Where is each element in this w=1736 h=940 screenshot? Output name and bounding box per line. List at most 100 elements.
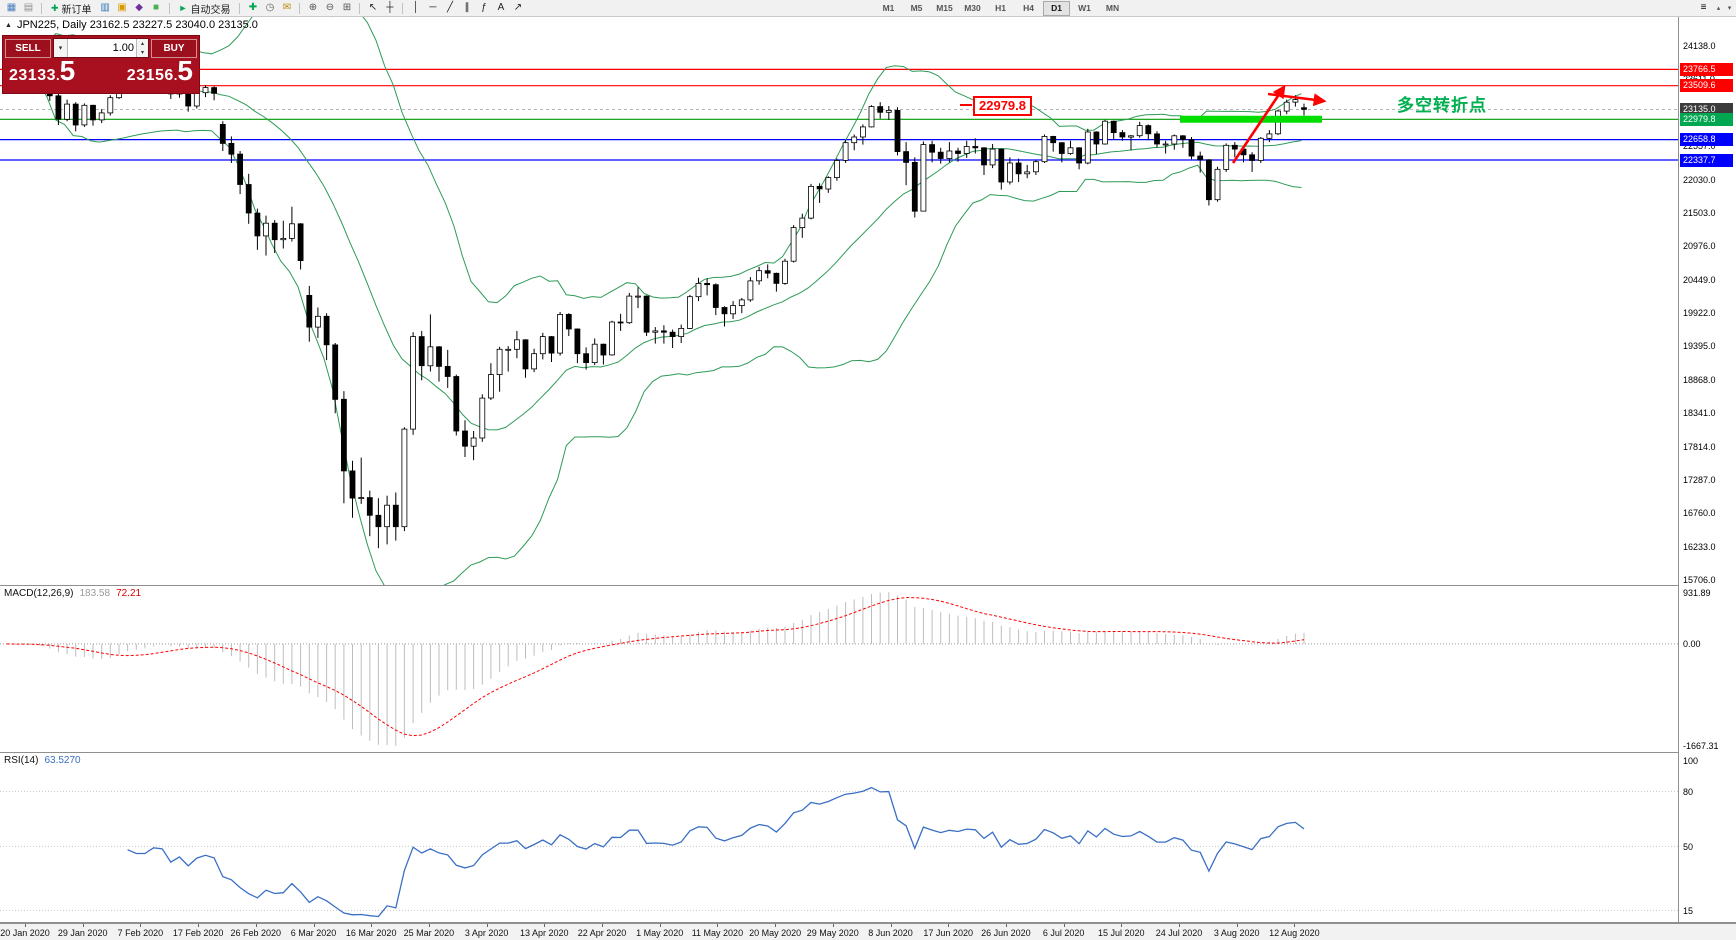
- main-price-chart[interactable]: [0, 16, 1678, 585]
- panel-separator[interactable]: [0, 585, 1736, 586]
- vertical-line-icon[interactable]: │: [412, 2, 420, 13]
- horizontal-line-icon[interactable]: ─: [429, 2, 437, 13]
- toolbar-separator: [359, 2, 361, 14]
- price-level-badge: 22658.8: [1680, 133, 1733, 147]
- volume-stepper[interactable]: ▴ ▾: [136, 39, 148, 57]
- time-axis-label: 17 Jun 2020: [923, 928, 973, 938]
- rsi-panel[interactable]: [0, 753, 1678, 922]
- timeframe-d1-button[interactable]: D1: [1043, 0, 1070, 16]
- annotation-note[interactable]: 多空转折点: [1397, 96, 1487, 115]
- time-tick: [1063, 924, 1065, 927]
- time-axis-label: 6 Mar 2020: [290, 928, 337, 938]
- toolbar-separator: [402, 2, 404, 14]
- stepper-up-icon[interactable]: ▴: [140, 40, 144, 47]
- price-level-badge: 22979.8: [1680, 112, 1733, 126]
- macd-panel[interactable]: [0, 586, 1678, 752]
- stepper-down-icon[interactable]: ▾: [140, 49, 144, 56]
- toolbar-scroll-down-icon[interactable]: ▾: [1727, 5, 1732, 12]
- time-tick: [659, 924, 661, 927]
- timeframe-h1-button[interactable]: H1: [995, 3, 1006, 13]
- periods-icon[interactable]: ◷: [265, 2, 275, 13]
- buy-button[interactable]: BUY: [151, 38, 197, 58]
- time-tick: [775, 924, 777, 927]
- timeframe-m15-button[interactable]: M15: [936, 3, 953, 13]
- market-watch-icon[interactable]: ▥: [100, 2, 110, 13]
- price-tick-label: 16760.0: [1683, 508, 1716, 519]
- zoom-out-icon[interactable]: ⊖: [325, 2, 335, 13]
- rsi-line: [127, 786, 1305, 918]
- volume-input[interactable]: [68, 39, 136, 57]
- price-tick-label: 19395.0: [1683, 341, 1716, 352]
- panel-separator[interactable]: [0, 922, 1736, 923]
- rsi-value: 63.5270: [44, 755, 81, 766]
- data-window-icon[interactable]: ▣: [117, 2, 127, 13]
- toolbar-separator: [168, 2, 170, 14]
- zoom-in-icon[interactable]: ⊕: [308, 2, 318, 13]
- new-order-button[interactable]: ✚ 新订单: [46, 1, 97, 16]
- trendline-icon[interactable]: ╱: [446, 2, 453, 13]
- indicators-icon[interactable]: ✚: [248, 2, 258, 13]
- timeframe-w1-button[interactable]: W1: [1078, 3, 1091, 13]
- time-axis-label: 20 May 2020: [749, 928, 802, 938]
- new-chart-icon[interactable]: ▦: [6, 2, 17, 13]
- horizontal-level-lines[interactable]: [0, 68, 1678, 161]
- time-tick: [371, 924, 373, 927]
- time-tick: [198, 924, 200, 927]
- time-axis-label: 26 Jun 2020: [981, 928, 1031, 938]
- navigator-icon[interactable]: ◆: [135, 2, 143, 13]
- volume-dropdown-icon[interactable]: ▾: [54, 39, 68, 57]
- text-tool-icon[interactable]: A: [497, 2, 505, 13]
- time-axis-label: 6 Jul 2020: [1042, 928, 1085, 938]
- rsi-indicator-label: RSI(14) 63.5270: [4, 755, 81, 766]
- time-axis-label: 16 Mar 2020: [345, 928, 397, 938]
- toolbar-separator: [239, 2, 241, 14]
- time-axis[interactable]: 20 Jan 2020 29 Jan 2020 7 Feb 2020 17 Feb 2…: [0, 923, 1736, 940]
- timeframe-h4-button[interactable]: H4: [1023, 3, 1034, 13]
- tile-windows-icon[interactable]: ⊞: [342, 2, 352, 13]
- timeframe-mn-button[interactable]: MN: [1105, 3, 1120, 13]
- chart-profiles-icon[interactable]: ▤: [23, 2, 34, 13]
- time-axis-label: 25 Mar 2020: [403, 928, 455, 938]
- autotrading-button[interactable]: ► 自动交易: [174, 1, 236, 16]
- timeframe-m1-button[interactable]: M1: [882, 3, 895, 13]
- one-click-collapse-icon[interactable]: ▲: [5, 21, 12, 29]
- ask-price: 23156. 5: [127, 57, 193, 85]
- toolbar-menu-icon[interactable]: ≡: [1700, 2, 1707, 13]
- macd-scale-label: -1667.31: [1683, 741, 1719, 751]
- rsi-scale-label: 80: [1683, 787, 1694, 798]
- time-tick: [1179, 924, 1180, 927]
- time-axis-label: 24 Jul 2020: [1155, 928, 1203, 938]
- time-tick: [1005, 924, 1007, 927]
- mailbox-icon[interactable]: ✉: [282, 2, 292, 13]
- chart-header: ▲ JPN225, Daily 23162.5 23227.5 23040.0 …: [5, 19, 258, 31]
- terminal-icon[interactable]: ■: [153, 2, 160, 13]
- macd-scale-label: 931.89: [1683, 588, 1711, 598]
- time-tick: [82, 924, 84, 927]
- fibonacci-icon[interactable]: ƒ: [481, 2, 487, 13]
- time-axis-label: 20 Jan 2020: [0, 928, 50, 938]
- trend-arrows[interactable]: [1231, 84, 1327, 164]
- time-tick: [832, 924, 834, 927]
- time-tick: [1236, 924, 1238, 927]
- toolbar-scroll-up-icon[interactable]: ▴: [1716, 5, 1721, 12]
- arrows-tool-icon[interactable]: ↗: [513, 2, 523, 13]
- chart-symbol-ohlc: JPN225, Daily 23162.5 23227.5 23040.0 23…: [16, 19, 258, 31]
- price-level-badge: 23135.0: [1680, 103, 1733, 116]
- price-tick-label: 21503.0: [1683, 207, 1716, 218]
- cursor-icon[interactable]: ↖: [368, 2, 378, 13]
- timeframe-m5-button[interactable]: M5: [910, 3, 923, 13]
- equidistant-channel-icon[interactable]: ∥: [464, 2, 470, 13]
- crosshair-icon[interactable]: ┼: [386, 2, 394, 13]
- bid-main-digits: 23133: [9, 67, 56, 84]
- toolbar: ▦ ▤ ✚ 新订单 ▥ ▣ ◆ ■ ► 自动交易 ✚ ◷ ✉ ⊕ ⊖ ⊞ ↖ ┼ │ ─ ╱ ∥ ƒ A ↗ M1 M5 M15 M3…: [0, 0, 1736, 17]
- macd-signal-value: 72.21: [116, 588, 142, 599]
- price-callout-label[interactable]: 22979.8: [973, 96, 1032, 116]
- timeframe-m30-button[interactable]: M30: [964, 3, 981, 13]
- price-scale[interactable]: 24138.023611.023084.022557.022030.021503…: [1678, 16, 1736, 922]
- sell-button[interactable]: SELL: [5, 38, 51, 58]
- time-axis-label: 3 Apr 2020: [464, 928, 509, 938]
- rsi-scale-label: 100: [1683, 756, 1699, 766]
- panel-separator[interactable]: [0, 752, 1736, 753]
- price-level-badge: 23509.6: [1680, 79, 1733, 93]
- time-tick: [25, 924, 26, 927]
